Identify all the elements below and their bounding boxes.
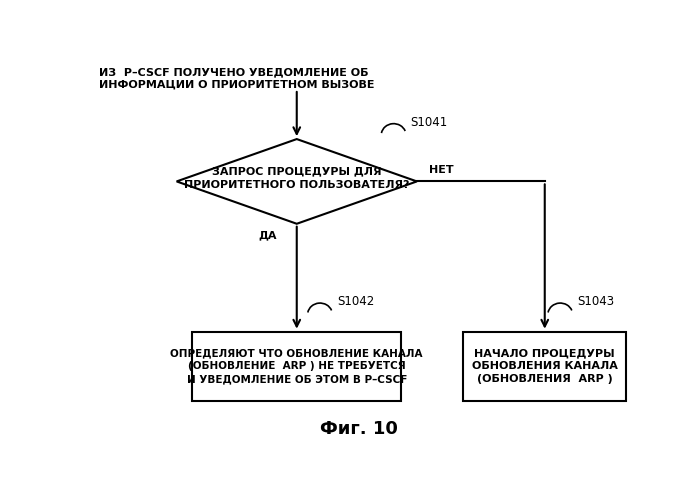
Text: ИЗ  P–CSCF ПОЛУЧЕНО УВЕДОМЛЕНИЕ ОБ
ИНФОРМАЦИИ О ПРИОРИТЕТНОМ ВЫЗОВЕ: ИЗ P–CSCF ПОЛУЧЕНО УВЕДОМЛЕНИЕ ОБ ИНФОРМ… [99,67,374,89]
Text: ЗАПРОС ПРОЦЕДУРЫ ДЛЯ
ПРИОРИТЕТНОГО ПОЛЬЗОВАТЕЛЯ?: ЗАПРОС ПРОЦЕДУРЫ ДЛЯ ПРИОРИТЕТНОГО ПОЛЬЗ… [184,167,410,190]
Text: S1042: S1042 [337,295,374,308]
Text: ОПРЕДЕЛЯЮТ ЧТО ОБНОВЛЕНИЕ КАНАЛА
(ОБНОВЛЕНИЕ  ARP ) НЕ ТРЕБУЕТСЯ
И УВЕДОМЛЕНИЕ О: ОПРЕДЕЛЯЮТ ЧТО ОБНОВЛЕНИЕ КАНАЛА (ОБНОВЛ… [171,348,423,384]
Text: S1043: S1043 [578,295,615,308]
Text: S1041: S1041 [411,116,448,129]
Text: НЕТ: НЕТ [428,165,453,175]
Text: ДА: ДА [258,230,276,240]
FancyBboxPatch shape [463,332,626,401]
Polygon shape [176,139,417,224]
FancyBboxPatch shape [192,332,401,401]
Text: Фиг. 10: Фиг. 10 [320,420,398,438]
Text: НАЧАЛО ПРОЦЕДУРЫ
ОБНОВЛЕНИЯ КАНАЛА
(ОБНОВЛЕНИЯ  ARP ): НАЧАЛО ПРОЦЕДУРЫ ОБНОВЛЕНИЯ КАНАЛА (ОБНО… [472,348,617,384]
